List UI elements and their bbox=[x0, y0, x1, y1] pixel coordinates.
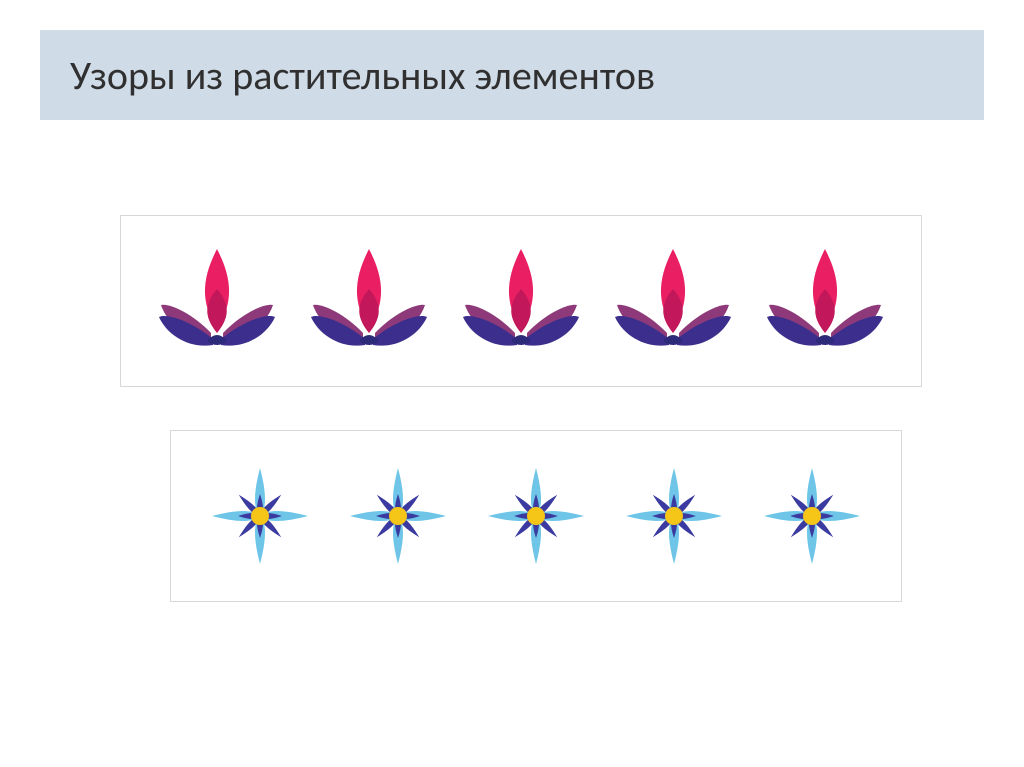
tulip-motif bbox=[765, 241, 885, 361]
pattern-strip-tulip bbox=[120, 215, 922, 387]
pattern-strip-flower bbox=[170, 430, 902, 602]
flower-motif bbox=[481, 461, 591, 571]
flower-motif bbox=[757, 461, 867, 571]
tulip-motif bbox=[613, 241, 733, 361]
tulip-motif bbox=[461, 241, 581, 361]
flower-motif bbox=[619, 461, 729, 571]
flower-motif bbox=[205, 461, 315, 571]
tulip-motif bbox=[309, 241, 429, 361]
title-bar: Узоры из растительных элементов bbox=[40, 30, 984, 120]
tulip-motif bbox=[157, 241, 277, 361]
flower-motif bbox=[343, 461, 453, 571]
page-title: Узоры из растительных элементов bbox=[70, 51, 655, 100]
